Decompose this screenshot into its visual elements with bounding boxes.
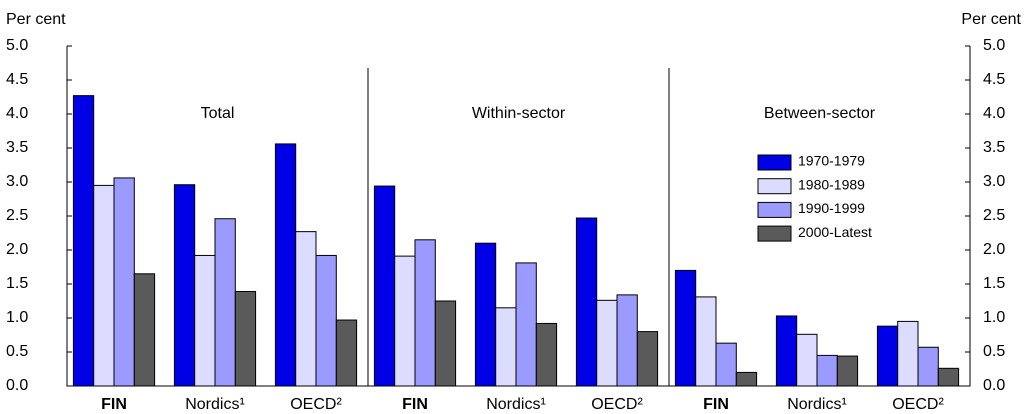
bar <box>113 177 135 387</box>
bar <box>535 322 558 387</box>
legend-label: 2000-Latest <box>798 224 872 240</box>
y-tick-label: 3.0 <box>6 173 28 190</box>
panel-title: Between-sector <box>764 105 876 122</box>
y2-tick-label: 0.5 <box>983 343 1005 360</box>
y2-tick-label: 1.0 <box>983 309 1005 326</box>
legend-label: 1990-1999 <box>798 200 865 216</box>
y2-tick-label: 2.5 <box>983 207 1005 224</box>
bar <box>373 185 396 387</box>
bar <box>917 346 939 387</box>
bar <box>596 299 618 387</box>
bar <box>133 273 156 387</box>
axis-frame <box>66 46 971 387</box>
bar <box>234 290 257 387</box>
y2-tick-label: 2.0 <box>983 241 1005 258</box>
bar <box>173 184 196 387</box>
bar <box>937 367 960 387</box>
panel-title: Total <box>201 105 235 122</box>
bar <box>836 355 859 387</box>
panel-title: Within-sector <box>472 105 566 122</box>
y2-tick-label: 4.5 <box>983 71 1005 88</box>
x-tick-label: Nordics¹ <box>787 396 847 413</box>
y-tick-label: 0.0 <box>6 377 28 394</box>
bar <box>616 294 638 387</box>
x-tick-label: FIN <box>101 396 127 413</box>
y-tick-label: 4.0 <box>6 105 28 122</box>
bar <box>93 184 115 387</box>
legend-swatch <box>757 154 792 171</box>
bar <box>897 320 919 387</box>
y-tick-label: 1.0 <box>6 309 28 326</box>
y-tick-label: 4.5 <box>6 71 28 88</box>
bar <box>194 254 216 387</box>
bar <box>335 319 358 387</box>
bar <box>495 307 517 387</box>
x-tick-label: FIN <box>703 396 729 413</box>
y-tick-label: 5.0 <box>6 37 28 54</box>
y-tick-label: 3.5 <box>6 139 28 156</box>
legend-swatch <box>757 201 792 218</box>
bar <box>434 300 457 387</box>
bar <box>695 296 717 387</box>
y2-tick-label: 1.5 <box>983 275 1005 292</box>
y2-tick-label: 3.0 <box>983 173 1005 190</box>
bar <box>816 354 838 387</box>
x-tick-label: OECD² <box>591 396 643 413</box>
y2-axis-label: Per cent <box>961 11 1021 28</box>
bar <box>474 242 497 387</box>
bar <box>575 217 598 387</box>
legend-swatch <box>757 178 792 195</box>
x-tick-label: Nordics¹ <box>486 396 546 413</box>
x-tick-label: FIN <box>402 396 428 413</box>
x-tick-label: OECD² <box>290 396 342 413</box>
legend-label: 1980-1989 <box>798 176 865 192</box>
bar <box>796 333 818 387</box>
bar <box>775 315 798 387</box>
y2-tick-label: 4.0 <box>983 105 1005 122</box>
y-tick-label: 2.0 <box>6 241 28 258</box>
x-tick-label: OECD² <box>892 396 944 413</box>
bar <box>715 342 737 387</box>
y2-tick-label: 0.0 <box>983 377 1005 394</box>
bar <box>394 255 416 387</box>
bar <box>295 231 317 387</box>
legend-label: 1970-1979 <box>798 153 865 169</box>
bar <box>72 95 95 387</box>
y2-tick-label: 5.0 <box>983 37 1005 54</box>
y2-tick-label: 3.5 <box>983 139 1005 156</box>
bar <box>876 325 899 387</box>
bar <box>214 218 236 387</box>
bar <box>414 239 436 387</box>
y-tick-label: 1.5 <box>6 275 28 292</box>
y-tick-label: 2.5 <box>6 207 28 224</box>
bar <box>515 262 537 387</box>
legend-swatch <box>757 225 792 242</box>
y-tick-label: 0.5 <box>6 343 28 360</box>
bar <box>274 143 297 387</box>
bar <box>636 331 659 387</box>
bar <box>735 371 758 387</box>
bar <box>315 254 337 387</box>
x-tick-label: Nordics¹ <box>185 396 245 413</box>
bar <box>674 269 697 387</box>
y-axis-label: Per cent <box>6 11 66 28</box>
